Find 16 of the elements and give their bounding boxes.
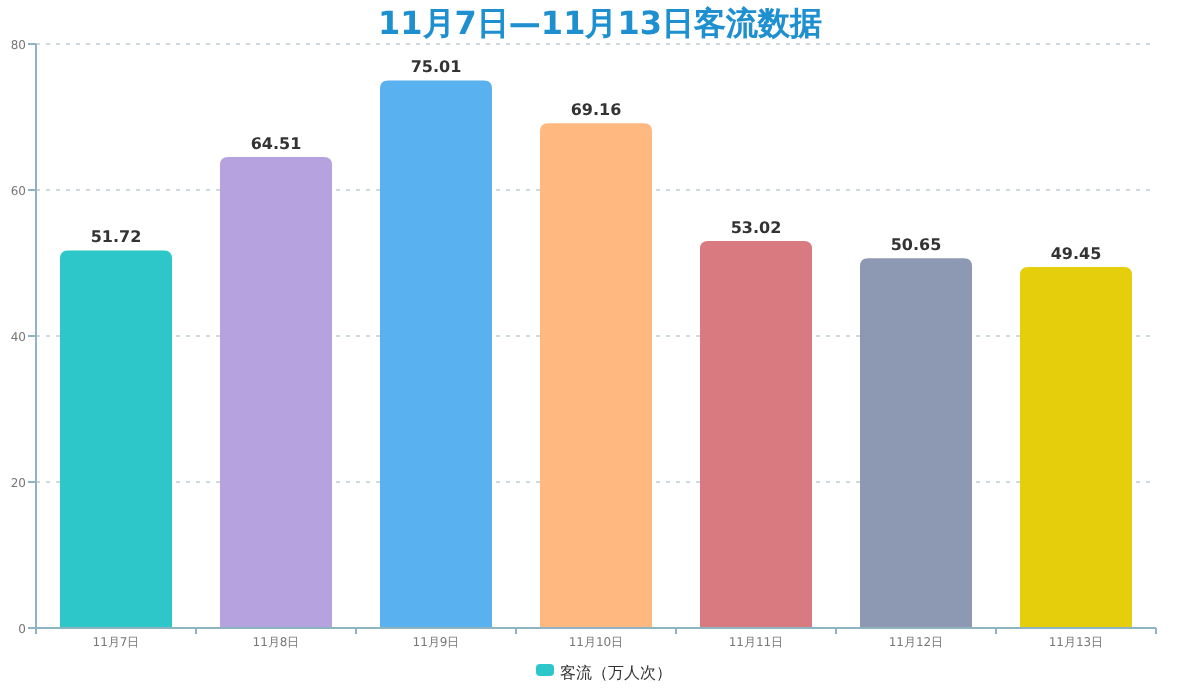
data-label: 75.01 — [410, 58, 463, 77]
data-label: 50.65 — [890, 236, 943, 255]
bar — [860, 258, 972, 628]
bar — [220, 157, 332, 628]
bar — [60, 250, 172, 628]
data-label: 53.02 — [730, 218, 782, 237]
bar — [1020, 267, 1132, 628]
bar — [380, 80, 492, 628]
bar — [540, 123, 652, 628]
data-label: 69.16 — [570, 101, 623, 120]
chart-title: 11月7日—11月13日客流数据 — [378, 4, 822, 42]
legend-label: 客流（万人次） — [560, 664, 672, 682]
data-label: 64.51 — [250, 135, 303, 154]
data-label: 49.45 — [1050, 245, 1103, 264]
bar — [700, 240, 812, 628]
data-label: 51.72 — [90, 228, 142, 247]
